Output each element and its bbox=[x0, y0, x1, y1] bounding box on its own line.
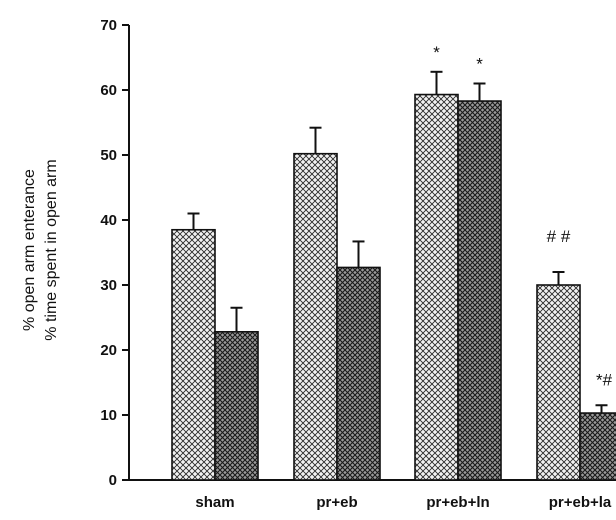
bar bbox=[536, 284, 581, 481]
x-category-label: pr+eb bbox=[316, 494, 357, 511]
y-tick-label: 70 bbox=[100, 17, 117, 34]
y-tick-label: 60 bbox=[100, 82, 117, 99]
y-axis-title-line: % time spent in open arm bbox=[43, 159, 60, 340]
x-category-label: pr+eb+ln bbox=[426, 494, 489, 511]
significance-marker: * bbox=[433, 43, 440, 62]
bar bbox=[414, 93, 459, 481]
significance-marker: * bbox=[476, 55, 483, 74]
bar bbox=[214, 330, 259, 481]
y-tick-label: 0 bbox=[109, 472, 117, 489]
y-tick-label: 30 bbox=[100, 277, 117, 294]
x-category-label: sham bbox=[195, 494, 234, 511]
y-tick-label: 40 bbox=[100, 212, 117, 229]
bar bbox=[293, 152, 338, 481]
bar bbox=[579, 412, 616, 481]
significance-marker: *# bbox=[596, 370, 613, 389]
significance-marker: # # bbox=[547, 227, 571, 246]
bar bbox=[457, 100, 502, 481]
y-tick-label: 10 bbox=[100, 407, 117, 424]
x-category-label: pr+eb+la bbox=[549, 494, 612, 511]
bar bbox=[171, 228, 216, 481]
y-tick-label: 50 bbox=[100, 147, 117, 164]
y-axis-title-line: % open arm enterance bbox=[21, 169, 38, 331]
y-tick-label: 20 bbox=[100, 342, 117, 359]
bar bbox=[336, 266, 381, 481]
